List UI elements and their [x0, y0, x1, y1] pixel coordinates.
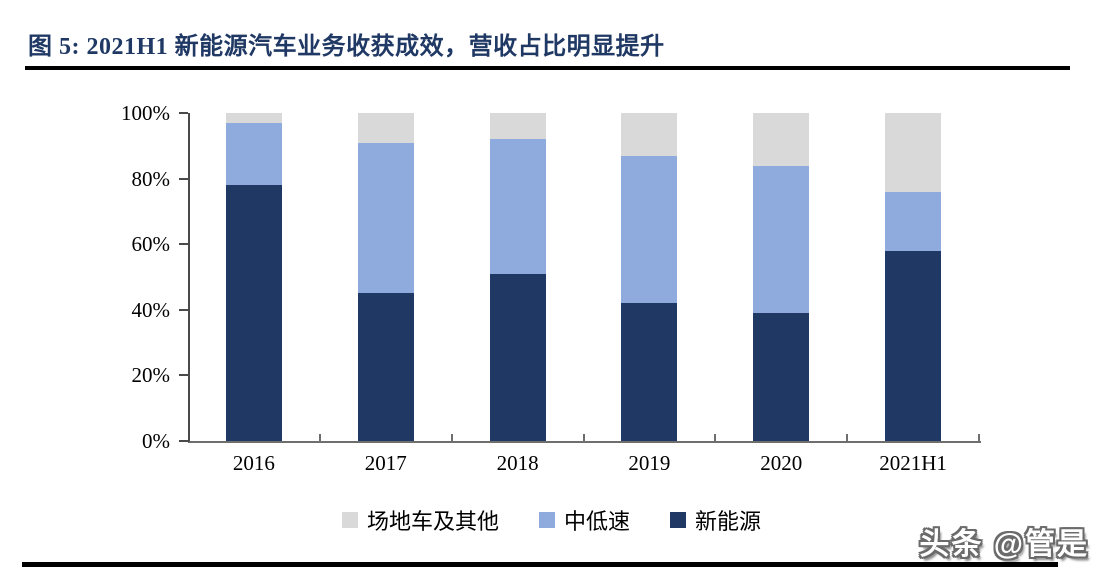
stacked-bar-2017 [357, 113, 414, 441]
bar-segment [621, 113, 678, 156]
bar-segment [753, 313, 810, 441]
title-divider [25, 66, 1070, 70]
plot-area [188, 113, 981, 443]
stacked-bar-2020 [753, 113, 810, 441]
x-axis-category-label: 2016 [232, 451, 275, 475]
bottom-divider [22, 562, 1058, 567]
bar-segment [885, 113, 942, 192]
legend-label: 场地车及其他 [366, 509, 499, 534]
y-axis-tick-mark [179, 177, 188, 180]
y-axis-tick-label: 0% [142, 429, 170, 453]
legend: 场地车及其他 中低速 新能源 [0, 504, 1103, 536]
y-axis-tick-label: 60% [131, 232, 171, 257]
x-axis-tick-mark [450, 434, 453, 443]
legend-label: 新能源 [695, 509, 762, 534]
bar-segment [621, 303, 678, 441]
legend-label: 中低速 [563, 509, 630, 534]
figure-title: 图 5: 2021H1 新能源汽车业务收获成效，营收占比明显提升 [28, 34, 665, 60]
legend-item: 新能源 [670, 504, 761, 536]
bar-segment [753, 113, 810, 166]
watermark: 头条 @管是 [919, 528, 1089, 561]
y-axis-tick-label: 20% [131, 363, 171, 388]
bar-segment [357, 142, 414, 294]
legend-item: 中低速 [538, 504, 630, 536]
x-axis-category-label: 2020 [760, 451, 803, 475]
bar-segment [225, 113, 282, 123]
y-axis-tick-label: 80% [131, 166, 171, 191]
x-axis-category-label: 2021H1 [879, 451, 947, 475]
legend-swatch-icon [538, 512, 555, 528]
x-axis-category-label: 2017 [364, 451, 407, 475]
stacked-bar-2018 [489, 113, 546, 441]
y-axis-tick-label: 100% [121, 101, 170, 125]
x-axis-category-label: 2019 [628, 451, 671, 475]
y-axis-tick-mark [179, 440, 188, 442]
bar-segment [489, 139, 546, 274]
stacked-bar-2016 [225, 113, 282, 441]
x-axis-tick-mark [318, 434, 321, 443]
x-axis-tick-mark [846, 434, 849, 443]
bar-segment [225, 122, 282, 186]
bar-segment [357, 113, 414, 143]
y-axis-tick-mark [179, 374, 188, 377]
y-axis-tick-mark [179, 243, 188, 246]
x-axis-category-label: 2018 [496, 451, 539, 475]
legend-swatch-icon [670, 512, 686, 528]
bar-segment [225, 185, 282, 441]
bar-segment [621, 155, 678, 304]
bar-segment [489, 273, 546, 441]
legend-swatch-icon [341, 512, 358, 528]
y-axis-tick-mark [179, 112, 188, 114]
x-axis-tick-mark [978, 434, 980, 443]
x-axis-tick-mark [714, 434, 717, 443]
bar-segment [753, 165, 810, 314]
y-axis-tick-mark [179, 308, 188, 311]
bar-segment [885, 250, 942, 441]
x-axis-tick-mark [582, 434, 585, 443]
y-axis-tick-label: 40% [131, 297, 171, 322]
legend-item: 场地车及其他 [341, 504, 499, 536]
stacked-bar-2019 [621, 113, 678, 441]
bar-segment [357, 293, 414, 441]
stacked-bar-2021H1 [885, 113, 942, 441]
bar-segment [489, 113, 546, 140]
bar-segment [885, 191, 942, 251]
